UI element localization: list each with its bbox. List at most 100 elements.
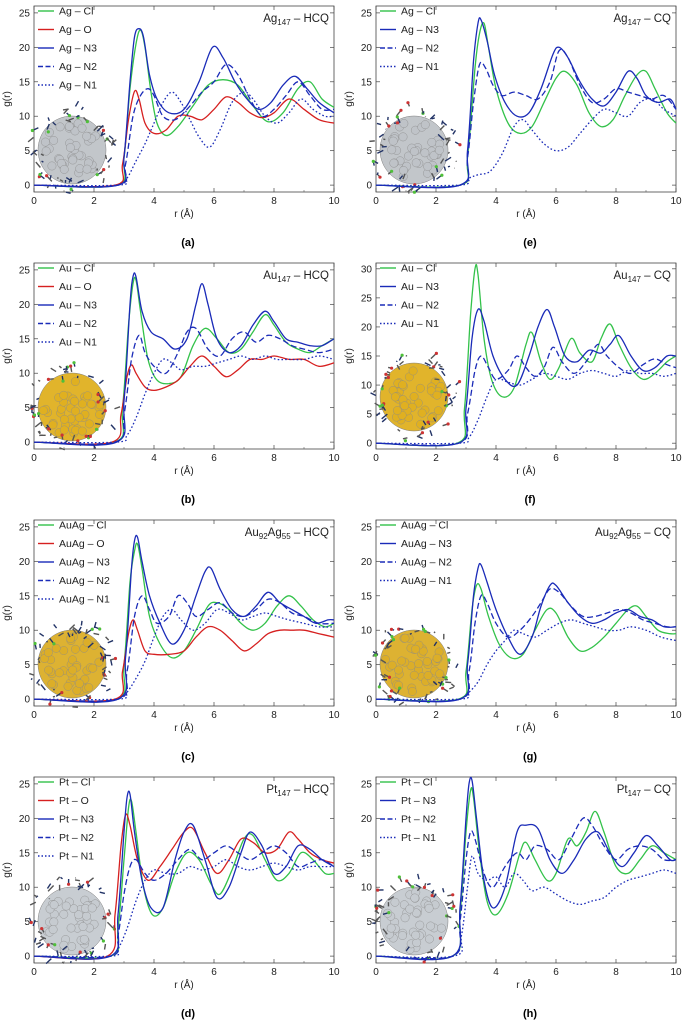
series-line-o — [33, 355, 335, 445]
y-tick-label: 10 — [19, 369, 31, 380]
nanoparticle-atom — [398, 931, 407, 940]
ligand-bond — [391, 186, 399, 192]
ligand-bond — [38, 937, 45, 942]
y-tick-label: 10 — [19, 626, 31, 637]
ligand-bond — [429, 430, 433, 437]
ligand-bond — [93, 632, 100, 636]
y-tick-label: 5 — [24, 146, 30, 157]
ligand-bond — [98, 379, 104, 385]
nanoparticle-atom — [59, 909, 69, 919]
ligand-bond — [95, 422, 101, 426]
y-axis-label: g(r) — [344, 605, 355, 621]
legend-label: Au – N3 — [401, 281, 439, 293]
x-tick-label: 8 — [271, 453, 277, 464]
title-text: – HCQ — [291, 270, 329, 282]
nanoparticle-atom — [411, 908, 421, 918]
ligand-bond — [76, 114, 80, 118]
title-text: – CQ — [641, 784, 671, 796]
ligand-bond — [93, 125, 99, 132]
title-subscript: 55 — [282, 532, 291, 541]
y-tick-label: 25 — [361, 293, 373, 304]
nanoparticle-atom — [400, 633, 410, 643]
ligand-atom — [391, 638, 396, 642]
nanoparticle-atom — [427, 413, 437, 423]
plot-title: Au147 – HCQ — [263, 270, 329, 284]
ligand-atom — [66, 882, 71, 886]
y-tick-label: 5 — [366, 146, 372, 157]
ligand-bond — [91, 947, 95, 950]
nanoparticle-atom — [61, 901, 71, 911]
series-line-n3 — [33, 534, 335, 703]
ligand-atom — [447, 393, 451, 397]
ligand-atom — [36, 412, 41, 416]
legend-label: Pt – Cl — [59, 777, 91, 789]
ligand-bond — [439, 367, 445, 371]
nanoparticle-atom — [47, 161, 57, 171]
x-tick-label: 8 — [613, 967, 619, 978]
nanoparticle-image — [372, 624, 459, 706]
y-tick-label: 25 — [19, 8, 31, 19]
ligand-bond — [34, 421, 42, 428]
ligand-bond — [442, 121, 448, 126]
nanoparticle-atom — [49, 900, 59, 910]
ligand-bond — [105, 688, 111, 692]
ligand-bond — [30, 404, 33, 409]
ligand-bond — [399, 360, 404, 366]
nanoparticle-atom — [86, 399, 96, 409]
ligand-bond — [108, 165, 110, 168]
nanoparticle-atom — [426, 921, 435, 931]
nanoparticle-image — [371, 873, 461, 964]
ligand-atom — [85, 880, 90, 884]
y-tick-label: 5 — [24, 403, 30, 414]
ligand-atom — [95, 173, 99, 177]
ligand-bond — [386, 644, 392, 649]
ligand-atom — [375, 906, 379, 910]
legend-label: Au – N2 — [59, 318, 97, 330]
title-text: Ag — [268, 527, 282, 539]
ligand-atom — [72, 361, 76, 365]
ligand-bond — [441, 120, 444, 125]
ligand-bond — [430, 948, 434, 954]
ligand-bond — [114, 406, 121, 410]
legend-label: AuAg – O — [59, 538, 105, 550]
ligand-bond — [417, 873, 420, 880]
ligand-bond — [424, 693, 428, 700]
nanoparticle-atom — [41, 146, 51, 156]
legend-label: AuAg – N1 — [401, 575, 452, 587]
title-text: – CQ — [641, 527, 671, 539]
x-tick-label: 0 — [373, 196, 379, 207]
nanoparticle-atom — [66, 634, 75, 644]
ligand-bond — [102, 656, 105, 662]
x-tick-label: 2 — [433, 196, 439, 207]
y-tick-label: 15 — [19, 77, 31, 88]
ligand-atom — [387, 911, 391, 915]
ligand-bond — [30, 405, 36, 409]
y-axis-label: g(r) — [2, 605, 13, 621]
ligand-bond — [430, 889, 435, 894]
nanoparticle-atom — [82, 131, 92, 141]
y-tick-label: 10 — [19, 112, 31, 123]
ligand-bond — [53, 436, 58, 439]
ligand-atom — [400, 353, 404, 357]
ligand-atom — [386, 375, 390, 380]
nanoparticle-atom — [435, 669, 445, 679]
nanoparticle-atom — [424, 903, 434, 913]
ligand-bond — [65, 191, 71, 195]
nanoparticle-atom — [425, 934, 434, 944]
ligand-bond — [101, 132, 106, 136]
x-axis-label: r (Å) — [516, 207, 535, 220]
ligand-bond — [443, 166, 447, 171]
ligand-atom — [446, 422, 450, 426]
nanoparticle-atom — [422, 657, 432, 666]
ligand-bond — [379, 143, 384, 147]
ligand-bond — [87, 642, 94, 649]
y-tick-label: 15 — [361, 77, 373, 88]
ligand-atom — [387, 675, 392, 679]
title-text: Pt — [617, 784, 629, 796]
nanoparticle-atom — [399, 119, 409, 128]
title-text: – CQ — [641, 270, 671, 282]
ligand-bond — [447, 165, 451, 168]
ligand-bond — [414, 883, 416, 886]
x-tick-label: 4 — [151, 196, 157, 207]
